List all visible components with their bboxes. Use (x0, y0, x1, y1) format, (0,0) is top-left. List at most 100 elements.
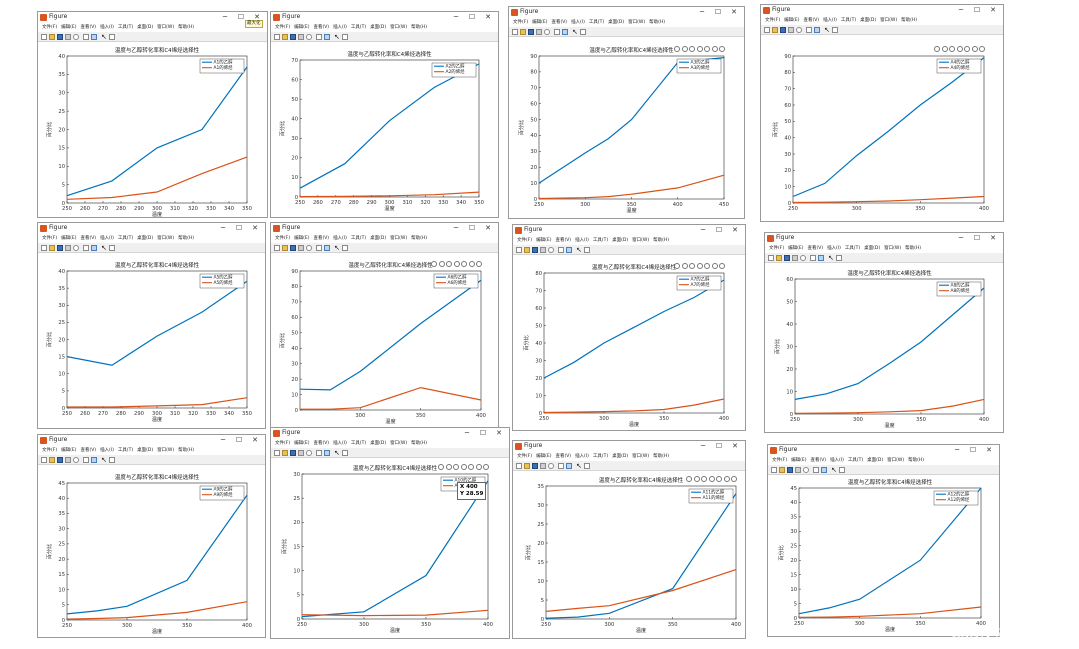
home-icon[interactable] (719, 46, 725, 52)
menu-item[interactable]: 桌面(D) (864, 246, 881, 251)
menu-item[interactable]: 插入(I) (333, 25, 347, 30)
new-figure-icon[interactable] (41, 244, 47, 251)
link-icon[interactable] (558, 246, 564, 253)
insert-icon[interactable] (832, 26, 838, 33)
menu-item[interactable]: 窗口(W) (628, 20, 646, 25)
zoom-icon[interactable] (306, 33, 312, 40)
link-icon[interactable] (83, 33, 89, 40)
zoom-icon[interactable] (73, 33, 79, 40)
new-figure-icon[interactable] (516, 246, 522, 253)
menu-item[interactable]: 文件(F) (769, 246, 785, 251)
menu-item[interactable]: 桌面(D) (137, 236, 154, 241)
minimize-icon[interactable]: ─ (222, 13, 228, 21)
series-line-olefin[interactable] (301, 609, 489, 617)
link-icon[interactable] (83, 244, 89, 251)
new-figure-icon[interactable] (274, 33, 280, 40)
maximize-icon[interactable]: ☐ (235, 436, 243, 444)
menu-item[interactable]: 帮助(H) (908, 458, 925, 463)
series-line-ethanol[interactable] (66, 494, 248, 615)
menu-item[interactable]: 工具(T) (350, 441, 367, 446)
menu-item[interactable]: 查看(V) (80, 236, 97, 241)
series-line-olefin[interactable] (300, 386, 482, 410)
close-icon[interactable]: ✕ (990, 234, 996, 242)
maximize-icon[interactable]: ☐ (235, 224, 243, 232)
insert-icon[interactable] (836, 254, 842, 261)
series-line-olefin[interactable] (794, 398, 985, 414)
insert-icon[interactable] (109, 244, 115, 251)
series-line-ethanol[interactable] (798, 487, 982, 615)
menu-item[interactable]: 文件(F) (765, 18, 781, 23)
open-file-icon[interactable] (49, 33, 55, 40)
menu-item[interactable]: 编辑(E) (788, 246, 804, 251)
menu-item[interactable]: 文件(F) (42, 236, 58, 241)
brush-icon[interactable] (438, 261, 445, 267)
pointer-icon[interactable]: ↖ (824, 25, 830, 34)
datatip-icon[interactable] (689, 263, 695, 269)
series-line-ethanol[interactable] (543, 279, 725, 379)
minimize-icon[interactable]: ─ (954, 446, 960, 454)
window-titlebar[interactable]: Figure ─ ☐ ✕ (765, 233, 1003, 244)
menu-item[interactable]: 帮助(H) (649, 20, 666, 25)
pan-icon[interactable] (453, 261, 460, 267)
brush-icon[interactable] (681, 263, 688, 269)
window-titlebar[interactable]: Figure ─ ☐ ✕ (271, 12, 498, 23)
close-icon[interactable]: ✕ (254, 13, 260, 21)
menu-item[interactable]: 工具(T) (117, 236, 134, 241)
print-icon[interactable] (788, 26, 794, 33)
new-figure-icon[interactable] (771, 466, 777, 473)
pointer-icon[interactable]: ↖ (831, 465, 837, 474)
menu-item[interactable]: 插入(I) (830, 458, 844, 463)
menu-item[interactable]: 桌面(D) (137, 448, 154, 453)
menu-item[interactable]: 文件(F) (517, 454, 533, 459)
insert-icon[interactable] (342, 33, 348, 40)
menu-item[interactable]: 桌面(D) (608, 20, 625, 25)
menu-item[interactable]: 帮助(H) (653, 454, 670, 459)
pointer-icon[interactable]: ↖ (101, 243, 107, 252)
menu-item[interactable]: 窗口(W) (887, 458, 905, 463)
menu-item[interactable]: 文件(F) (42, 448, 58, 453)
datatip-icon[interactable] (446, 261, 452, 267)
series-line-olefin[interactable] (545, 569, 737, 612)
close-icon[interactable]: ✕ (252, 436, 258, 444)
print-icon[interactable] (298, 244, 304, 251)
brush-icon[interactable] (681, 46, 688, 52)
minimize-icon[interactable]: ─ (464, 429, 470, 437)
maximize-icon[interactable]: ☐ (468, 13, 476, 21)
new-figure-icon[interactable] (516, 462, 522, 469)
menu-item[interactable]: 帮助(H) (178, 448, 195, 453)
menu-item[interactable]: 窗口(W) (157, 25, 175, 30)
close-icon[interactable]: ✕ (990, 6, 996, 14)
insert-icon[interactable] (584, 462, 590, 469)
menu-item[interactable]: 窗口(W) (390, 25, 408, 30)
export-icon[interactable] (431, 261, 437, 267)
menu-item[interactable]: 工具(T) (592, 238, 609, 243)
zoom-icon[interactable] (544, 28, 550, 35)
insert-icon[interactable] (109, 456, 115, 463)
menu-item[interactable]: 插入(I) (575, 238, 589, 243)
home-icon[interactable] (476, 261, 482, 267)
menu-item[interactable]: 窗口(W) (157, 448, 175, 453)
zoom-in-icon[interactable] (468, 464, 474, 470)
link-icon[interactable] (83, 456, 89, 463)
menu-item[interactable]: 查看(V) (555, 454, 572, 459)
print-icon[interactable] (298, 33, 304, 40)
menu-item[interactable]: 工具(T) (840, 18, 857, 23)
close-icon[interactable]: ✕ (986, 446, 992, 454)
datatip-icon[interactable] (453, 464, 459, 470)
pan-icon[interactable] (956, 46, 963, 52)
series-line-olefin[interactable] (798, 606, 982, 618)
menu-item[interactable]: 帮助(H) (411, 236, 428, 241)
series-line-olefin[interactable] (67, 397, 248, 408)
menu-item[interactable]: 窗口(W) (884, 246, 902, 251)
zoom-out-icon[interactable] (711, 263, 718, 269)
maximize-icon[interactable]: ☐ (468, 224, 476, 232)
menu-item[interactable]: 帮助(H) (901, 18, 918, 23)
menu-item[interactable]: 编辑(E) (61, 25, 77, 30)
select-icon[interactable] (91, 456, 97, 463)
window-titlebar[interactable]: Figure ─ ☐ ✕ (38, 435, 265, 446)
menu-item[interactable]: 插入(I) (571, 20, 585, 25)
save-icon[interactable] (290, 449, 296, 456)
menu-item[interactable]: 工具(T) (350, 236, 367, 241)
window-titlebar[interactable]: Figure ─ ☐ ✕ (38, 223, 265, 234)
maximize-icon[interactable]: ☐ (973, 234, 981, 242)
